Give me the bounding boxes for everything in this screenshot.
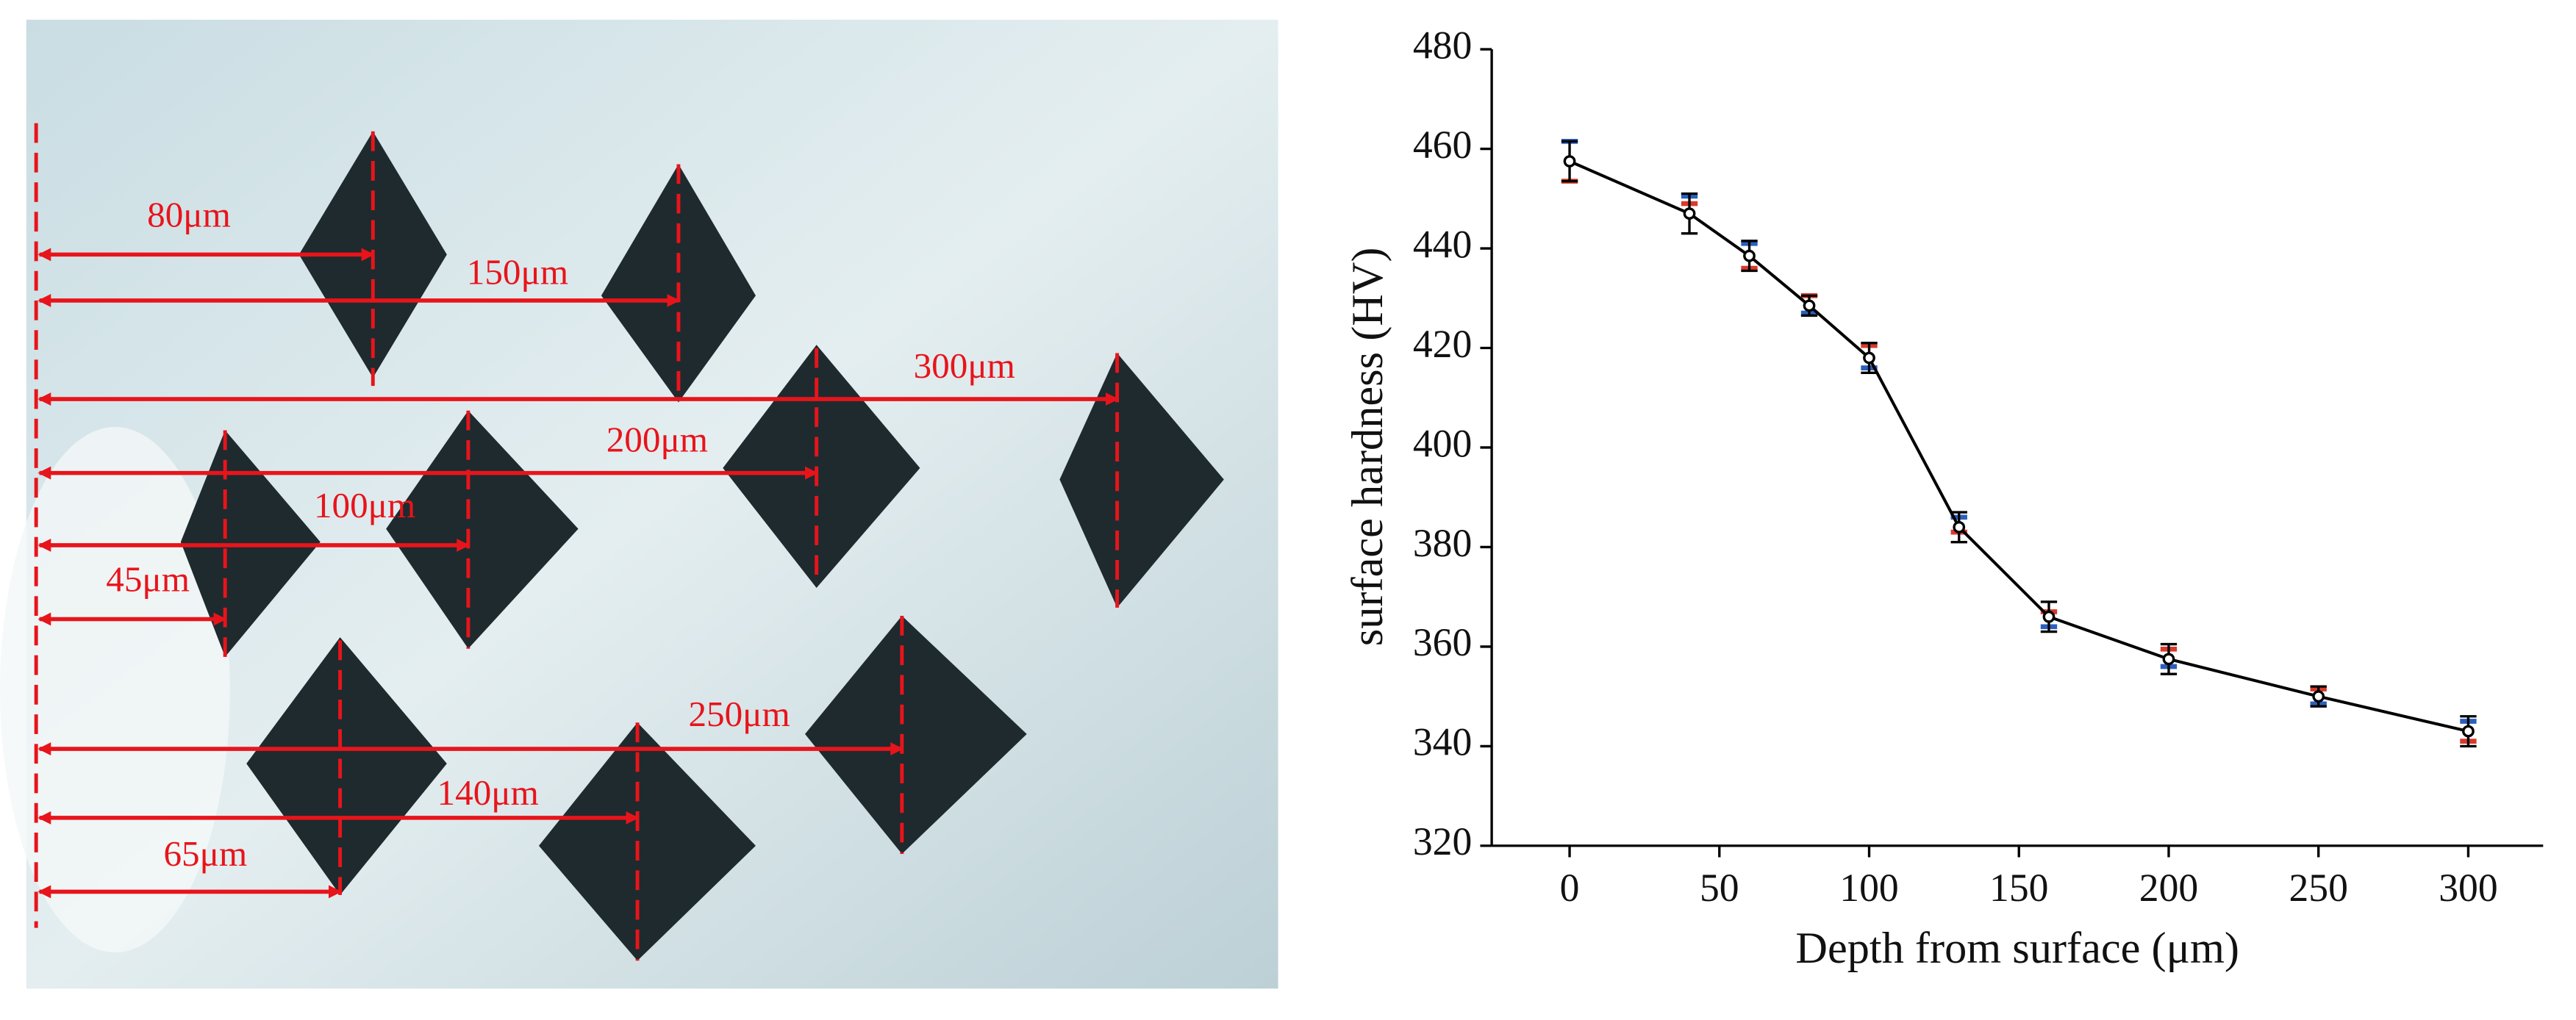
distance-label: 300μm — [914, 345, 1015, 386]
distance-label: 45μm — [106, 559, 190, 600]
y-tick-label: 460 — [1413, 123, 1472, 167]
distance-label: 140μm — [437, 772, 539, 813]
distance-label: 100μm — [314, 485, 415, 525]
micrograph: 80μm 150μm 300μm 200μm 100μm 45μm 250μm … — [0, 19, 1278, 989]
chart: Depth from surface (μm) surface hardness… — [1343, 23, 2544, 973]
distance-label: 250μm — [688, 694, 790, 734]
distance-label: 200μm — [607, 420, 708, 460]
distance-label: 150μm — [467, 252, 568, 292]
y-tick-label: 480 — [1413, 23, 1472, 67]
x-tick-label: 0 — [1560, 866, 1580, 910]
x-tick-label: 100 — [1839, 866, 1898, 910]
x-axis-title: Depth from surface (μm) — [1795, 924, 2239, 973]
data-point — [1743, 249, 1756, 262]
x-tick-label: 200 — [2139, 866, 2198, 910]
data-point — [1563, 155, 1576, 168]
data-point — [1683, 207, 1696, 220]
x-tick-label: 50 — [1700, 866, 1739, 910]
data-point — [2162, 653, 2175, 666]
x-tick-label: 150 — [1989, 866, 2048, 910]
y-tick-label: 420 — [1413, 322, 1472, 366]
y-axis-title: surface hardness (HV) — [1343, 247, 1392, 646]
y-tick-label: 340 — [1413, 720, 1472, 764]
x-tick-label: 250 — [2289, 866, 2347, 910]
data-point — [2462, 725, 2475, 738]
data-point — [1953, 520, 1966, 534]
dashed-lines — [34, 123, 1120, 961]
y-tick-label: 440 — [1413, 222, 1472, 266]
data-point — [1803, 299, 1816, 312]
y-tick-label: 360 — [1413, 620, 1472, 664]
data-point — [1863, 351, 1875, 364]
y-tick-label: 380 — [1413, 521, 1472, 565]
distance-label: 80μm — [147, 195, 231, 235]
y-tick-label: 320 — [1413, 819, 1472, 863]
arrows — [37, 248, 1119, 899]
data-line — [1569, 159, 2469, 733]
y-tick-label: 400 — [1413, 421, 1472, 465]
data-point — [2312, 690, 2325, 703]
x-tick-label: 300 — [2439, 866, 2497, 910]
distance-label: 65μm — [163, 833, 247, 874]
data-point — [2042, 610, 2056, 623]
